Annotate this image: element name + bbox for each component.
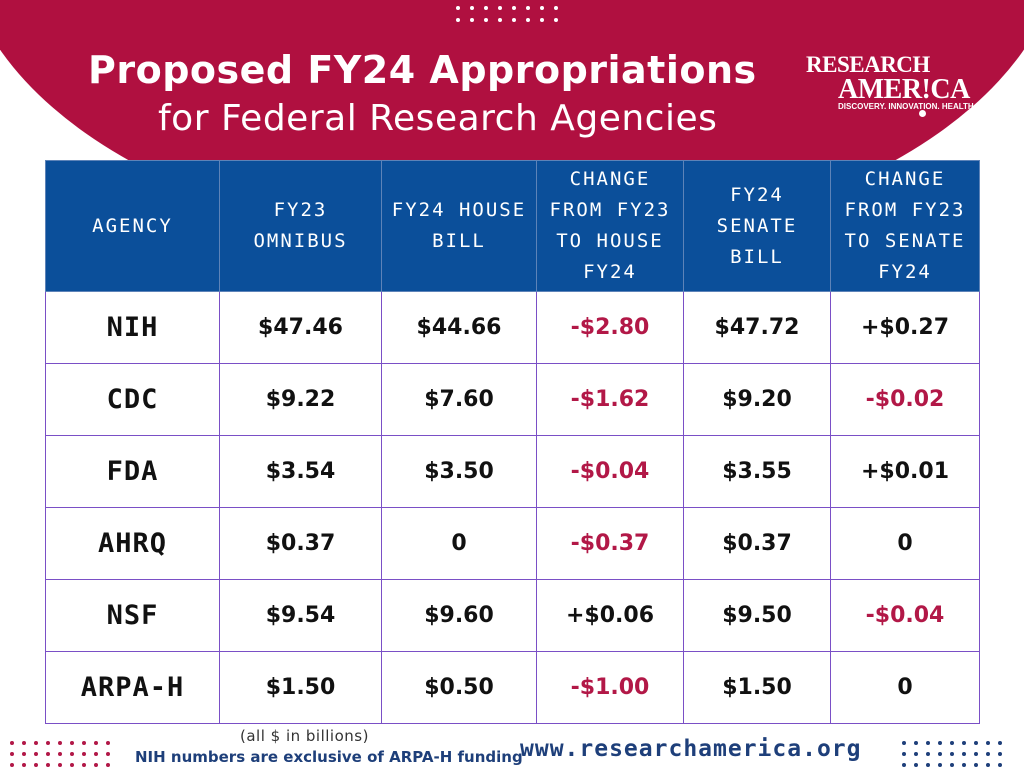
logo-exclamation-dot xyxy=(919,110,926,117)
change-cell: -$0.04 xyxy=(536,435,684,508)
table-row: NSF $9.54 $9.60 +$0.06 $9.50 -$0.04 xyxy=(45,579,980,652)
change-cell: +$0.06 xyxy=(536,579,684,652)
value-cell: $9.54 xyxy=(219,579,382,652)
value-cell: $9.22 xyxy=(219,363,382,436)
value-cell: $0.37 xyxy=(219,507,382,580)
value-cell: $1.50 xyxy=(683,651,831,724)
change-cell: -$0.04 xyxy=(830,579,980,652)
value-cell: $9.20 xyxy=(683,363,831,436)
website-link[interactable]: www.researchamerica.org xyxy=(520,736,862,762)
value-cell: $0.50 xyxy=(381,651,537,724)
decorative-dots-top xyxy=(456,6,568,22)
change-cell: -$0.02 xyxy=(830,363,980,436)
table-row: AHRQ $0.37 0 -$0.37 $0.37 0 xyxy=(45,507,980,580)
change-cell: -$2.80 xyxy=(536,291,684,364)
value-cell: $1.50 xyxy=(219,651,382,724)
value-cell: $7.60 xyxy=(381,363,537,436)
change-cell: -$1.62 xyxy=(536,363,684,436)
agency-cell: FDA xyxy=(45,435,220,508)
value-cell: $3.50 xyxy=(381,435,537,508)
value-cell: 0 xyxy=(381,507,537,580)
column-header-fy23-omnibus: FY23 OMNIBUS xyxy=(219,160,382,292)
change-cell: -$1.00 xyxy=(536,651,684,724)
appropriations-table: AGENCY FY23 OMNIBUS FY24 HOUSE BILL CHAN… xyxy=(45,160,980,724)
column-header-fy24-senate-bill: FY24 SENATE BILL xyxy=(683,160,831,292)
agency-cell: NSF xyxy=(45,579,220,652)
agency-cell: CDC xyxy=(45,363,220,436)
decorative-dots-bottom-right xyxy=(902,741,1010,767)
logo-line1: RESEARCH xyxy=(806,52,930,77)
units-note: (all $ in billions) xyxy=(240,727,369,745)
decorative-dots-bottom-left xyxy=(10,741,118,767)
value-cell: $47.46 xyxy=(219,291,382,364)
change-cell: 0 xyxy=(830,651,980,724)
agency-cell: ARPA-H xyxy=(45,651,220,724)
table-row: FDA $3.54 $3.50 -$0.04 $3.55 +$0.01 xyxy=(45,435,980,508)
agency-cell: AHRQ xyxy=(45,507,220,580)
value-cell: $0.37 xyxy=(683,507,831,580)
nih-footnote: NIH numbers are exclusive of ARPA-H fund… xyxy=(135,748,523,766)
change-cell: 0 xyxy=(830,507,980,580)
value-cell: $3.54 xyxy=(219,435,382,508)
logo-tagline: DISCOVERY. INNOVATION. HEALTH. xyxy=(838,102,976,111)
page-subtitle: for Federal Research Agencies xyxy=(158,98,718,139)
table-row: ARPA-H $1.50 $0.50 -$1.00 $1.50 0 xyxy=(45,651,980,724)
logo-line2: AMER!CA xyxy=(838,74,970,105)
column-header-change-senate: CHANGE FROM FY23 TO SENATE FY24 xyxy=(830,160,980,292)
column-header-agency: AGENCY xyxy=(45,160,220,292)
table-row: CDC $9.22 $7.60 -$1.62 $9.20 -$0.02 xyxy=(45,363,980,436)
value-cell: $9.60 xyxy=(381,579,537,652)
value-cell: $3.55 xyxy=(683,435,831,508)
table-row: NIH $47.46 $44.66 -$2.80 $47.72 +$0.27 xyxy=(45,291,980,364)
change-cell: -$0.37 xyxy=(536,507,684,580)
page-title: Proposed FY24 Appropriations xyxy=(88,48,757,92)
change-cell: +$0.27 xyxy=(830,291,980,364)
agency-cell: NIH xyxy=(45,291,220,364)
research-america-logo: RESEARCH AMER!CA DISCOVERY. INNOVATION. … xyxy=(806,52,976,124)
column-header-fy24-house-bill: FY24 HOUSE BILL xyxy=(381,160,537,292)
value-cell: $44.66 xyxy=(381,291,537,364)
table-header-row: AGENCY FY23 OMNIBUS FY24 HOUSE BILL CHAN… xyxy=(45,160,980,292)
change-cell: +$0.01 xyxy=(830,435,980,508)
value-cell: $47.72 xyxy=(683,291,831,364)
column-header-change-house: CHANGE FROM FY23 TO HOUSE FY24 xyxy=(536,160,684,292)
value-cell: $9.50 xyxy=(683,579,831,652)
